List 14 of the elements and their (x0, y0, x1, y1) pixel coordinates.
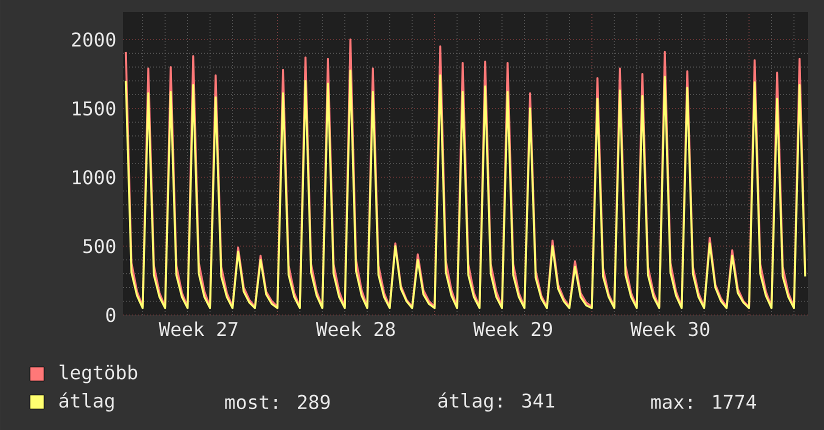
y-tick-label: 1500 (72, 101, 116, 116)
text: átlag: 341 (438, 392, 554, 412)
legend-label: legtöbb (60, 364, 138, 384)
x-tick-label: Week 30 (630, 322, 710, 336)
legend-label: átlag (59, 392, 114, 412)
y-tick-label: 500 (83, 238, 116, 254)
text: most: 289 (225, 394, 330, 410)
y-tick-label: 1000 (72, 170, 116, 184)
x-tick-label: Week 28 (316, 322, 395, 336)
x-tick-label: Week 27 (158, 322, 238, 336)
y-tick-label: 0 (106, 308, 116, 322)
x-tick-label: Week 29 (473, 322, 552, 336)
text: max: 1774 (651, 394, 756, 410)
y-tick-label: 2000 (72, 32, 116, 47)
